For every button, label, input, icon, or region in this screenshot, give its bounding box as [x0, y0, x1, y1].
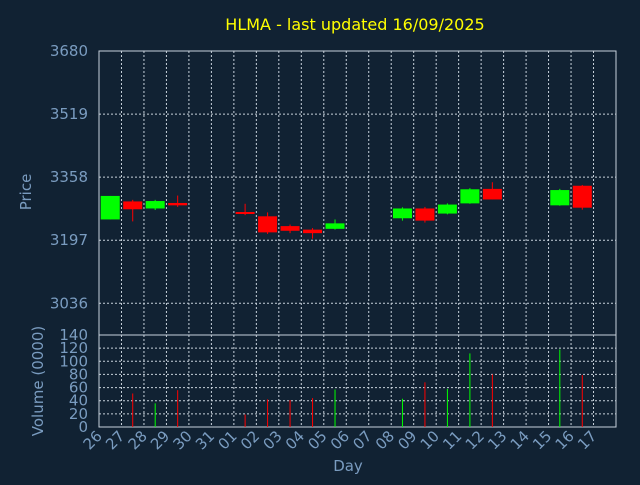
candle	[482, 182, 502, 200]
candlestick-series	[100, 182, 592, 239]
candle	[123, 199, 143, 222]
candle	[280, 224, 300, 234]
volume-grid	[99, 335, 616, 427]
date-axis-ticks: 2627282930310102030405060708091011121314…	[80, 427, 601, 453]
price-grid	[99, 51, 616, 335]
candle-body	[280, 226, 300, 231]
volume-series	[132, 349, 583, 427]
candle-body	[550, 190, 570, 206]
candle	[100, 195, 120, 220]
price-tick-label: 3680	[50, 42, 88, 60]
candle-body	[437, 204, 457, 214]
candle-body	[482, 188, 502, 200]
candle-body	[392, 208, 412, 219]
candle	[460, 188, 480, 204]
candle	[235, 203, 255, 216]
chart-title: HLMA - last updated 16/09/2025	[225, 15, 484, 34]
candle	[550, 188, 570, 206]
candle	[437, 203, 457, 215]
candle-body	[100, 195, 120, 220]
volume-tick-label: 140	[59, 326, 88, 344]
candle-body	[235, 211, 255, 214]
price-axis-ticks: 3680 3519 3358 3197 3036	[50, 42, 88, 312]
candle	[145, 199, 165, 211]
candle	[303, 228, 323, 239]
candle-body	[460, 189, 480, 204]
candle	[168, 195, 188, 207]
candle	[258, 212, 278, 234]
volume-tick-label: 40	[69, 392, 88, 410]
candle	[325, 219, 345, 230]
candle-body	[572, 185, 592, 208]
price-panel-frame	[98, 50, 617, 336]
candle	[572, 184, 592, 210]
candle-body	[123, 201, 143, 210]
price-axis-label: Price	[17, 174, 35, 211]
volume-tick-label: 20	[69, 405, 88, 423]
candle	[415, 206, 435, 223]
volume-tick-label: 100	[59, 352, 88, 370]
volume-panel-frame	[98, 334, 617, 428]
volume-tick-label: 60	[69, 379, 88, 397]
candle-body	[415, 208, 435, 221]
price-tick-label: 3358	[50, 168, 88, 186]
x-axis-label: Day	[333, 457, 363, 475]
volume-tick-label: 120	[59, 339, 88, 357]
volume-axis-label: Volume (0000)	[29, 326, 47, 436]
price-tick-label: 3519	[50, 105, 88, 123]
candle-body	[303, 229, 323, 234]
price-tick-label: 3036	[50, 294, 88, 312]
candle-body	[258, 216, 278, 233]
candle-body	[168, 202, 188, 206]
volume-tick-label: 80	[69, 365, 88, 383]
volume-tick-label: 0	[78, 418, 88, 436]
price-tick-label: 3197	[50, 231, 88, 249]
date-tick-label: 17	[574, 427, 600, 453]
candle	[392, 207, 412, 221]
candle-body	[145, 201, 165, 209]
candle-body	[325, 223, 345, 229]
